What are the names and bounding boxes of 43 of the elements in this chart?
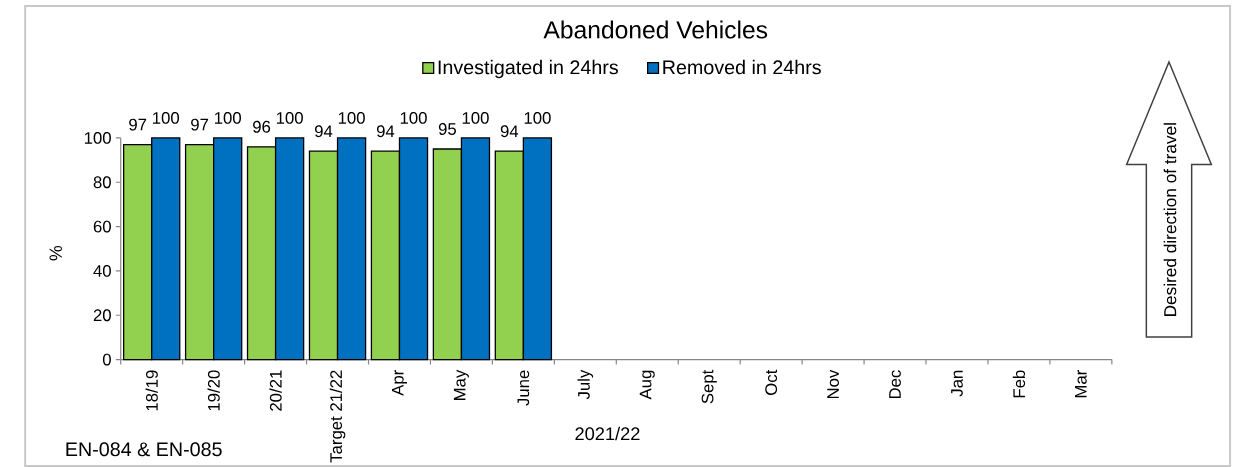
data-label: 100 [338,112,365,124]
x-tick-label: 18/19 [145,370,158,411]
y-axis-title: % [49,245,62,261]
data-label: 94 [314,125,333,138]
data-label: 94 [376,125,395,138]
chart-title: Abandoned Vehicles [543,20,768,39]
data-label: 97 [129,118,147,131]
y-tick-label: 100 [84,131,111,144]
x-tick-label: Jan [951,370,963,397]
text: EN-084 & EN-085 [66,442,222,457]
x-tick-label: Oct [765,369,778,395]
y-tick-label: 60 [93,220,111,233]
x-tick-label: Mar [1075,370,1087,398]
x-tick-label: Aug [639,370,655,400]
x-tick-label: Dec [889,370,901,399]
data-label: 100 [462,112,489,124]
data-label: 100 [153,112,180,124]
x-axis-title: 2021/22 [575,426,640,441]
x-tick-label: 20/21 [269,370,282,411]
text: Desired direction of travel [1163,123,1177,316]
data-label: 100 [400,112,427,124]
x-tick-label: July [577,369,594,400]
y-tick-label: 20 [93,309,111,322]
data-label: 100 [524,112,551,124]
y-tick-label: 40 [93,264,111,277]
legend-label: Removed in 24hrs [663,59,821,75]
x-tick-label: Feb [1012,370,1026,398]
data-label: 95 [438,123,456,135]
data-label: 96 [253,120,271,133]
x-tick-label: 19/20 [207,370,220,411]
y-tick-label: 80 [93,176,111,189]
data-label: 94 [500,125,519,138]
x-tick-label: Target 21/22 [329,370,346,463]
y-tick-label: 0 [102,353,111,366]
x-tick-label: May [453,369,469,400]
x-tick-label: June [517,370,530,406]
data-label: 97 [191,118,209,131]
data-label: 100 [214,112,241,124]
x-tick-label: Sept [701,369,717,404]
x-tick-label: Apr [391,370,407,396]
legend-label: Investigated in 24hrs [438,59,618,79]
data-label: 100 [276,112,303,124]
x-tick-label: Nov [827,369,839,399]
